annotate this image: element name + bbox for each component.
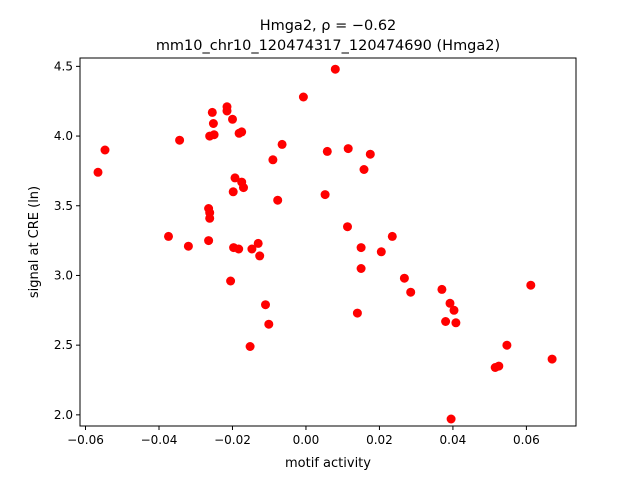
data-point — [437, 284, 447, 294]
data-point — [228, 114, 237, 124]
data-point — [356, 264, 366, 273]
data-point — [359, 165, 369, 174]
data-point — [264, 319, 274, 329]
y-tick-label: 2.0 — [54, 408, 73, 422]
data-point — [234, 244, 244, 254]
data-point — [237, 127, 247, 137]
data-point — [376, 247, 386, 257]
data-point — [406, 287, 416, 297]
y-tick-label: 3.5 — [54, 199, 73, 213]
data-point — [330, 64, 340, 74]
data-point — [356, 243, 366, 253]
plot-area — [93, 64, 557, 424]
data-point — [387, 231, 397, 241]
data-point — [226, 276, 236, 286]
y-tick-label: 4.5 — [54, 59, 73, 73]
data-point — [445, 298, 455, 308]
data-point — [352, 308, 362, 318]
data-point — [547, 354, 557, 364]
data-point — [245, 342, 255, 351]
axes-frame — [79, 57, 577, 427]
data-point — [209, 130, 219, 140]
data-point — [494, 361, 504, 371]
data-point — [502, 340, 512, 350]
data-point — [207, 107, 217, 117]
data-point — [399, 273, 409, 283]
data-point — [277, 139, 287, 149]
data-point — [526, 280, 536, 290]
data-point — [261, 300, 270, 310]
data-point — [320, 190, 330, 200]
y-axis: 2.0 2.5 3.0 3.5 4.0 4.5 — [54, 59, 80, 422]
data-point — [183, 241, 193, 251]
data-point — [253, 238, 263, 248]
x-tick-label: 0.06 — [513, 433, 540, 447]
y-tick-label: 4.0 — [54, 129, 73, 143]
chart-title-line2: mm10_chr10_120474317_120474690 (Hmga2) — [156, 38, 500, 54]
data-point — [268, 155, 278, 165]
data-point — [204, 236, 214, 246]
x-tick-label: −0.02 — [214, 433, 251, 447]
x-axis: −0.06 −0.04 −0.02 0.00 0.02 0.04 0.06 — [67, 426, 540, 447]
data-point — [205, 213, 215, 223]
data-point — [273, 195, 283, 205]
data-point — [343, 222, 352, 232]
data-point — [451, 318, 461, 328]
x-tick-label: −0.04 — [141, 433, 178, 447]
y-tick-label: 3.0 — [54, 268, 73, 282]
data-point — [164, 231, 173, 241]
data-point — [93, 167, 103, 177]
x-tick-label: 0.00 — [293, 433, 320, 447]
data-point — [298, 92, 308, 102]
data-point — [322, 146, 332, 156]
data-point — [441, 317, 451, 326]
x-tick-label: 0.02 — [366, 433, 393, 447]
data-point — [175, 135, 185, 145]
data-point — [208, 119, 218, 128]
y-axis-label: signal at CRE (ln) — [27, 186, 42, 298]
data-point — [247, 244, 257, 254]
data-point — [365, 149, 375, 159]
x-tick-label: −0.06 — [67, 433, 104, 447]
x-axis-label: motif activity — [285, 456, 371, 471]
data-point — [228, 187, 238, 197]
data-point — [446, 414, 456, 424]
data-point — [239, 183, 248, 193]
data-point — [100, 145, 110, 155]
data-point — [343, 144, 353, 154]
data-point — [255, 251, 265, 261]
data-point — [230, 173, 240, 183]
y-tick-label: 2.5 — [54, 338, 73, 352]
chart-title-line1: Hmga2, ρ = −0.62 — [260, 18, 397, 34]
data-point — [449, 305, 459, 315]
x-tick-label: 0.04 — [440, 433, 467, 447]
data-point — [222, 106, 232, 116]
